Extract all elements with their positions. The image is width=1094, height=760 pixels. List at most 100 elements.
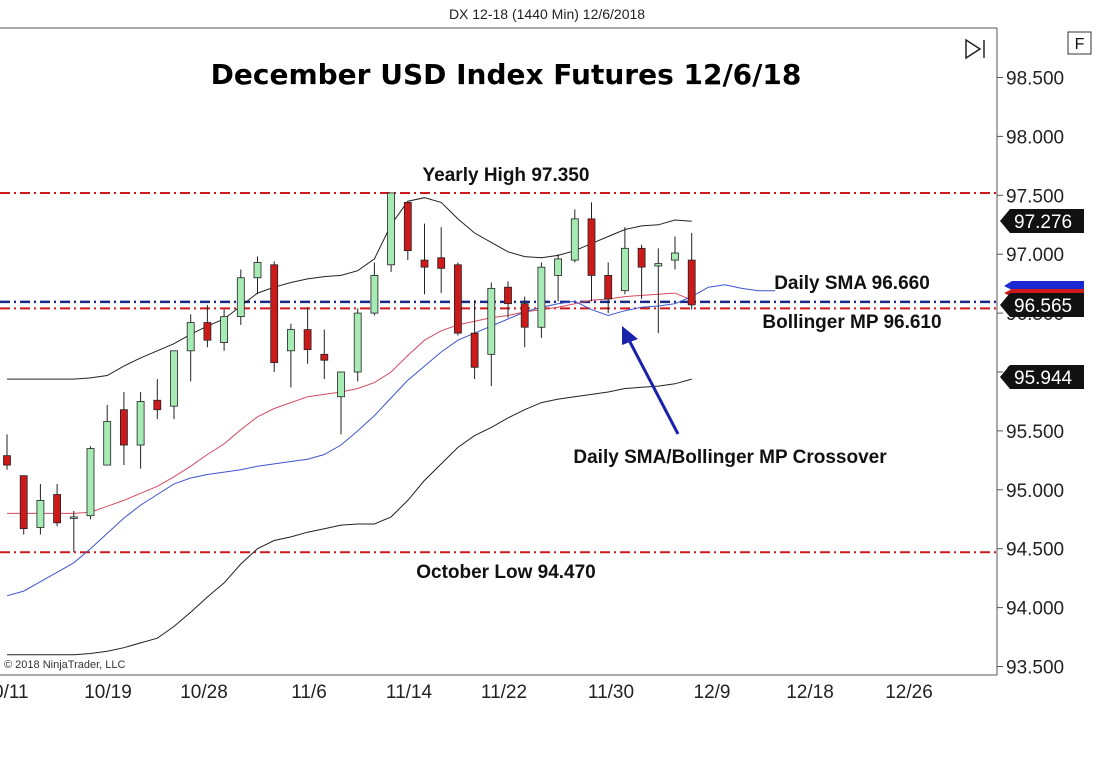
candle-body [554,258,562,276]
candle[interactable] [671,236,679,270]
candle[interactable] [53,483,61,527]
candle-body [470,332,479,368]
x-tick-label: 12/18 [786,682,834,703]
candle[interactable] [320,329,329,380]
candle[interactable] [19,475,28,535]
candle-body [270,264,279,363]
candle[interactable] [253,256,262,295]
candle[interactable] [86,446,95,520]
x-tick-label: 10/19 [84,682,132,703]
candle[interactable] [520,296,529,348]
candle-body [186,322,195,352]
candle-body [453,264,462,334]
daily-sma-projection [691,284,776,298]
candle[interactable] [153,379,162,420]
candle-body [136,401,145,446]
daily-sma-curve [6,296,692,597]
candle-body [153,399,162,411]
candle-body [220,316,229,343]
y-tick-label: 98.000 [1006,127,1064,148]
candle[interactable] [353,308,362,382]
sma-axis-marker [1004,281,1084,290]
candle-body [671,252,679,261]
candle[interactable] [370,262,379,316]
scroll-to-end-icon[interactable] [965,38,985,60]
candle[interactable] [587,202,596,302]
candle-body [520,303,529,328]
y-tick-label: 97.000 [1006,245,1064,266]
candle-body [420,259,429,268]
candle[interactable] [103,404,112,466]
price-tag-bg [1000,209,1084,233]
price-tag-bg [1000,365,1084,389]
candle[interactable] [403,201,412,261]
candle[interactable] [186,314,195,382]
candle[interactable] [303,307,312,364]
candle[interactable] [36,483,45,535]
candle[interactable] [604,262,613,314]
candle[interactable] [120,392,128,466]
candle-body [170,350,178,407]
yearly-high-label: Yearly High 97.350 [423,165,590,186]
x-tick-label: 12/9 [694,682,731,703]
candle[interactable] [387,192,396,272]
candle[interactable] [420,223,429,295]
y-tick-label: 98.500 [1006,69,1064,90]
candle[interactable] [3,434,11,470]
candle[interactable] [220,309,229,351]
candle[interactable] [453,262,462,336]
candle-body [504,286,512,305]
crossover-arrow [628,341,680,435]
candle-body [86,448,95,517]
copyright-text: © 2018 NinjaTrader, LLC [4,659,125,671]
candle[interactable] [504,281,512,318]
candle-body [621,247,629,292]
candle[interactable] [637,244,646,299]
candle-body [570,218,579,261]
candle-body [637,247,646,268]
candle[interactable] [537,262,546,338]
candle-body [103,421,112,466]
candle[interactable] [487,282,496,387]
daily-sma-label: Daily SMA 96.660 [774,273,930,294]
candle[interactable] [554,254,562,302]
candle[interactable] [270,261,279,372]
f-button-label: F [1075,36,1085,53]
candle-body [3,455,11,466]
candle-body [253,262,262,279]
price-tag-label: 96.565 [1014,296,1072,317]
candle[interactable] [236,269,245,325]
candle[interactable] [470,300,479,380]
candle-body [53,494,61,524]
candle[interactable] [570,209,579,263]
candle[interactable] [286,323,295,388]
candle[interactable] [337,371,345,435]
candle[interactable] [203,304,212,348]
y-tick-label: 97.500 [1006,186,1064,207]
candle-body [687,259,696,306]
price-tag: 95.944 [1000,365,1084,389]
f-button[interactable]: F [1067,31,1092,55]
bollinger-middle-band [7,292,692,514]
candle[interactable] [69,511,78,553]
candle[interactable] [687,232,696,310]
bollinger-lower-band [7,378,692,656]
candle-body [403,201,412,252]
x-tick-label: 11/22 [481,682,527,703]
candle[interactable] [621,227,629,295]
candle[interactable] [170,350,178,420]
candle-body [203,322,212,341]
october-low-label: October Low 94.470 [416,562,596,583]
candle[interactable] [136,392,145,469]
crossover-label: Daily SMA/Bollinger MP Crossover [573,447,887,468]
candle-body [69,516,78,519]
candle[interactable] [654,248,663,334]
candle-body [120,409,128,446]
candle-body [370,275,379,314]
candle-body [36,500,45,528]
candle[interactable] [437,227,446,294]
candle-body [303,329,312,351]
crossover-arrowhead [622,326,638,345]
candle-body [353,312,362,373]
